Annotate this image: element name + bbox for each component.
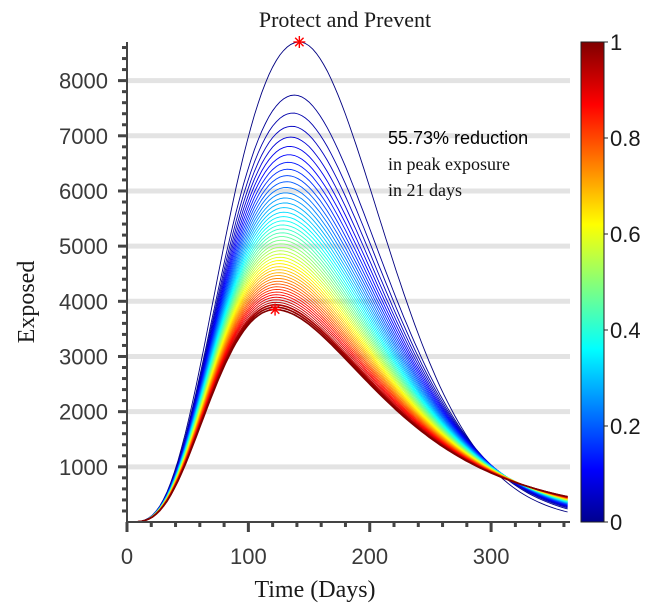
y-tick-label: 2000 — [59, 400, 108, 425]
series-line — [127, 232, 568, 523]
y-tick-label: 4000 — [59, 289, 108, 314]
y-tick-label: 8000 — [59, 69, 108, 94]
colorbar — [580, 41, 605, 523]
series-line — [127, 246, 568, 523]
y-tick-label: 5000 — [59, 234, 108, 259]
colorbar-tick-label: 0.2 — [610, 414, 641, 439]
curve-group — [127, 41, 568, 523]
peak-markers — [269, 36, 306, 316]
peak-marker — [293, 36, 306, 48]
y-tick-label: 1000 — [59, 455, 108, 480]
series-line — [127, 125, 568, 523]
annotation-line-2: in peak exposure — [388, 154, 510, 174]
x-tick-label: 200 — [351, 544, 388, 569]
series-line — [127, 253, 568, 523]
colorbar-tick-label: 1 — [610, 30, 622, 55]
series-line — [127, 269, 568, 523]
tick-labels: 1000 2000 3000 4000 5000 6000 7000 8000 0 100 200 3… — [59, 69, 509, 569]
x-tick-label: 100 — [230, 544, 267, 569]
series-line — [127, 181, 568, 523]
y-tick-label: 7000 — [59, 124, 108, 149]
marker-stroke — [294, 37, 305, 47]
peak-marker — [269, 303, 282, 316]
colorbar-tick-label: 0 — [610, 510, 622, 535]
x-axis-label: Time (Days) — [254, 577, 375, 603]
y-tick-label: 3000 — [59, 344, 108, 369]
colorbar-ticks: 0 0.2 0.4 0.6 0.8 1 — [604, 30, 641, 535]
x-tick-label: 0 — [121, 544, 133, 569]
x-tick-label: 300 — [473, 544, 510, 569]
y-tick-label: 6000 — [59, 179, 108, 204]
y-axis-label: Exposed — [14, 261, 40, 344]
series-line — [127, 308, 568, 523]
series-line — [127, 136, 568, 523]
colorbar-tick-label: 0.6 — [610, 222, 641, 247]
colorbar-tick-label: 0.8 — [610, 126, 641, 151]
series-line — [127, 272, 568, 523]
series-line — [127, 236, 568, 523]
series-line — [127, 266, 568, 523]
colorbar-tick-label: 0.4 — [610, 318, 641, 343]
annotation-line-1: 55.73% reduction — [388, 128, 528, 148]
series-line — [127, 250, 568, 523]
annotation-line-3: in 21 days — [388, 180, 462, 200]
marker-stroke — [270, 304, 280, 315]
axes — [118, 42, 570, 532]
chart-title: Protect and Prevent — [259, 7, 431, 32]
